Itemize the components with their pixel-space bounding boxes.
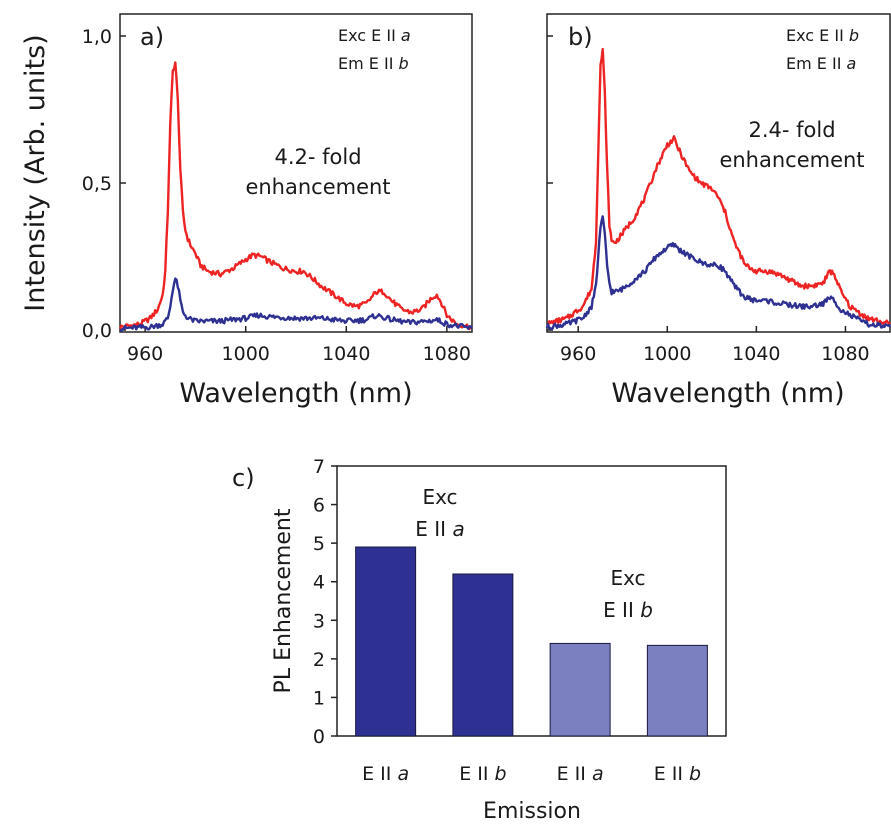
x-tick-label: 1040 — [322, 343, 370, 365]
x-tick-label: 1080 — [423, 343, 471, 365]
panel-b-fold-text: 2.4- fold — [748, 118, 835, 142]
panel-c: 0 1 2 3 4 5 6 7 E II a E II b E II a E II b c) PL … — [232, 456, 727, 824]
series-line-blue — [545, 215, 891, 331]
panel-a: 0,00,51,0 960 1000 1040 1080 a) Exc E II a … — [82, 13, 473, 409]
bar — [646, 644, 708, 737]
y-tick-label: 6 — [313, 495, 325, 517]
panel-a-em-annotation: Em E II b — [338, 54, 409, 73]
y-tick-label: 1,0 — [82, 26, 112, 48]
panel-b-label: b) — [568, 23, 593, 51]
y-tick-label: 5 — [313, 533, 325, 555]
series-line-red — [546, 47, 891, 328]
y-tick-label: 7 — [313, 456, 325, 478]
panel-a-label: a) — [140, 23, 164, 51]
x-tick-label: 960 — [560, 343, 596, 365]
panel-c-label: c) — [232, 464, 255, 492]
x-tick-label: 960 — [127, 343, 163, 365]
panel-a-frame — [119, 13, 473, 333]
panel-b-y-ticks — [547, 35, 553, 331]
panel-b-em-annotation: Em E II a — [786, 54, 856, 73]
panel-a-enhancement-text: enhancement — [245, 175, 390, 199]
panel-a-x-axis-title: Wavelength (nm) — [179, 378, 412, 409]
panel-b-series — [545, 47, 891, 331]
x-tick-label: 1000 — [643, 343, 691, 365]
category-label: E II b — [459, 763, 506, 785]
series-line-red — [118, 61, 473, 331]
panel-b-frame — [546, 13, 891, 333]
category-label: E II b — [654, 763, 701, 785]
panel-c-y-axis-title: PL Enhancement — [271, 508, 296, 693]
panel-b-enhancement-text: enhancement — [719, 148, 864, 172]
panel-b: 960 1000 1040 1080 b) Exc E II b Em E II a … — [545, 13, 891, 409]
x-tick-label: 1040 — [732, 343, 780, 365]
panel-a-fold-text: 4.2- fold — [274, 145, 361, 169]
x-tick-label: 1000 — [222, 343, 270, 365]
bar — [549, 642, 611, 737]
panel-a-series — [118, 61, 473, 333]
y-tick-label: 1 — [313, 687, 325, 709]
y-tick-label: 0,5 — [82, 173, 112, 195]
panel-c-x-axis-title: Emission — [483, 799, 581, 824]
panel-b-x-ticks: 960 1000 1040 1080 — [560, 326, 870, 365]
panel-a-exc-annotation: Exc E II a — [338, 26, 411, 45]
x-tick-label: 1080 — [821, 343, 869, 365]
y-tick-label: 2 — [313, 649, 325, 671]
panel-c-exc-a-line2: E II a — [415, 517, 464, 541]
category-label: E II a — [557, 763, 604, 785]
bar — [355, 546, 417, 737]
panel-c-bars — [355, 546, 708, 737]
y-tick-label: 0,0 — [82, 320, 112, 342]
panel-c-exc-b-line2: E II b — [603, 598, 653, 622]
panel-c-exc-b-line1: Exc — [610, 566, 645, 590]
panel-b-exc-annotation: Exc E II b — [786, 26, 859, 45]
y-tick-label: 0 — [313, 726, 325, 748]
series-line-blue — [119, 277, 473, 333]
panel-c-y-ticks: 0 1 2 3 4 5 6 7 — [313, 456, 337, 748]
intensity-axis-title: Intensity (Arb. units) — [20, 34, 51, 311]
panel-c-exc-a-line1: Exc — [422, 485, 457, 509]
panel-c-categories: E II a E II b E II a E II b — [362, 763, 701, 785]
y-tick-label: 4 — [313, 572, 325, 594]
panel-c-frame — [336, 465, 727, 737]
panel-a-y-ticks: 0,0 0,5 1,0 — [82, 26, 126, 342]
panel-b-x-axis-title: Wavelength (nm) — [611, 378, 844, 409]
panel-a-x-ticks: 960 1000 1040 1080 — [127, 326, 471, 365]
category-label: E II a — [362, 763, 409, 785]
bar — [452, 573, 514, 737]
y-tick-label: 3 — [313, 610, 325, 632]
